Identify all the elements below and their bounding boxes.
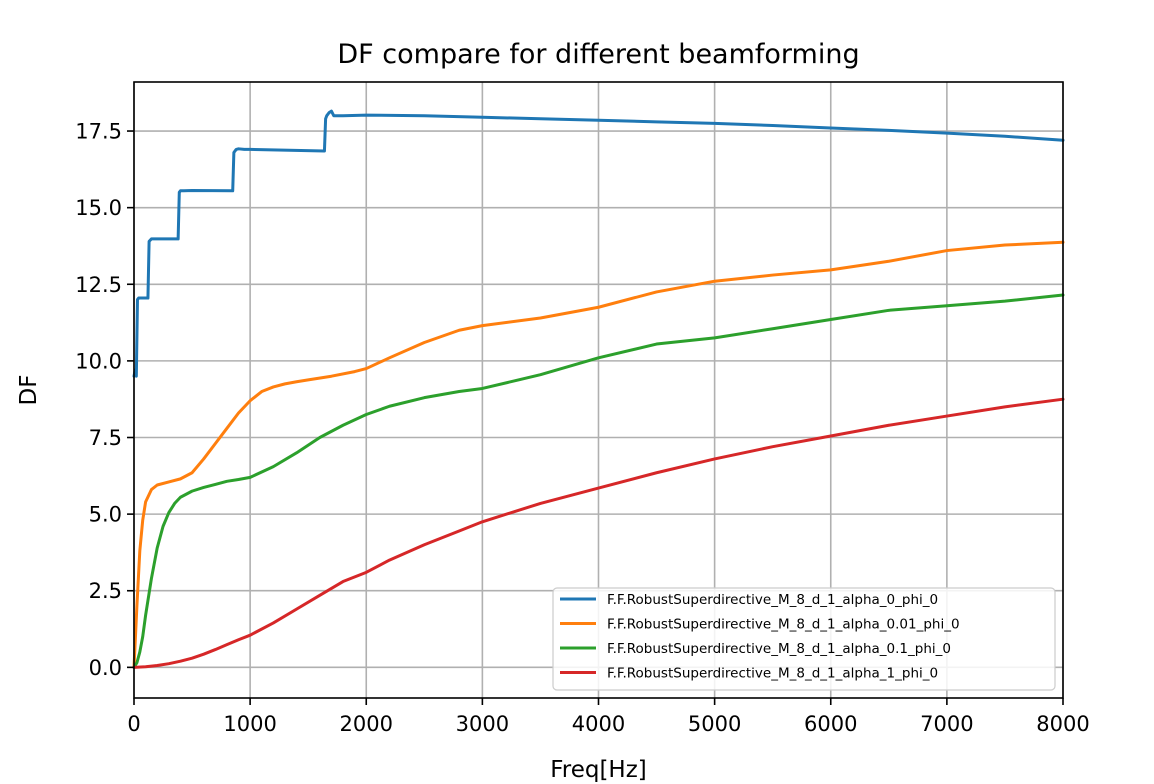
legend-box bbox=[552, 587, 1056, 691]
legend-label-3: F.F.RobustSuperdirective_M_8_d_1_alpha_0… bbox=[607, 641, 951, 657]
x-tick-label: 0 bbox=[127, 712, 140, 736]
y-tick-label: 10.0 bbox=[75, 349, 122, 373]
x-tick-label: 2000 bbox=[340, 712, 393, 736]
y-tick-label: 7.5 bbox=[89, 426, 122, 450]
series-layer bbox=[132, 109, 1065, 669]
x-tick-label: 7000 bbox=[920, 712, 973, 736]
x-tick-label: 5000 bbox=[688, 712, 741, 736]
x-tick-label: 8000 bbox=[1036, 712, 1089, 736]
x-axis: 0 1000 2000 3000 4000 5000 6000 7000 8000 bbox=[127, 698, 1090, 736]
y-tick-label: 17.5 bbox=[75, 120, 122, 144]
y-tick-label: 15.0 bbox=[75, 196, 122, 220]
y-tick-label: 12.5 bbox=[75, 273, 122, 297]
y-tick-label: 2.5 bbox=[89, 579, 122, 603]
x-tick-label: 6000 bbox=[804, 712, 857, 736]
y-tick-label: 5.0 bbox=[89, 503, 122, 527]
series-line-4 bbox=[132, 397, 1065, 669]
legend-label-4: F.F.RobustSuperdirective_M_8_d_1_alpha_1… bbox=[607, 666, 938, 682]
x-tick-label: 3000 bbox=[456, 712, 509, 736]
series-line-2 bbox=[132, 240, 1065, 669]
series-line-1 bbox=[132, 109, 1065, 378]
legend-label-2: F.F.RobustSuperdirective_M_8_d_1_alpha_0… bbox=[607, 617, 960, 633]
y-tick-label: 0.0 bbox=[89, 656, 122, 680]
x-tick-label: 4000 bbox=[572, 712, 625, 736]
legend: F.F.RobustSuperdirective_M_8_d_1_alpha_0… bbox=[552, 587, 1056, 691]
chart-title: DF compare for different beamforming bbox=[337, 39, 859, 70]
series-line-3 bbox=[132, 293, 1065, 669]
x-axis-title: Freq[Hz] bbox=[550, 757, 647, 783]
y-axis-title: DF bbox=[16, 375, 42, 406]
legend-label-1: F.F.RobustSuperdirective_M_8_d_1_alpha_0… bbox=[607, 592, 938, 608]
x-tick-label: 1000 bbox=[223, 712, 276, 736]
y-axis: 0.0 2.5 5.0 7.5 10.0 12.5 15.0 17.5 bbox=[75, 120, 134, 680]
